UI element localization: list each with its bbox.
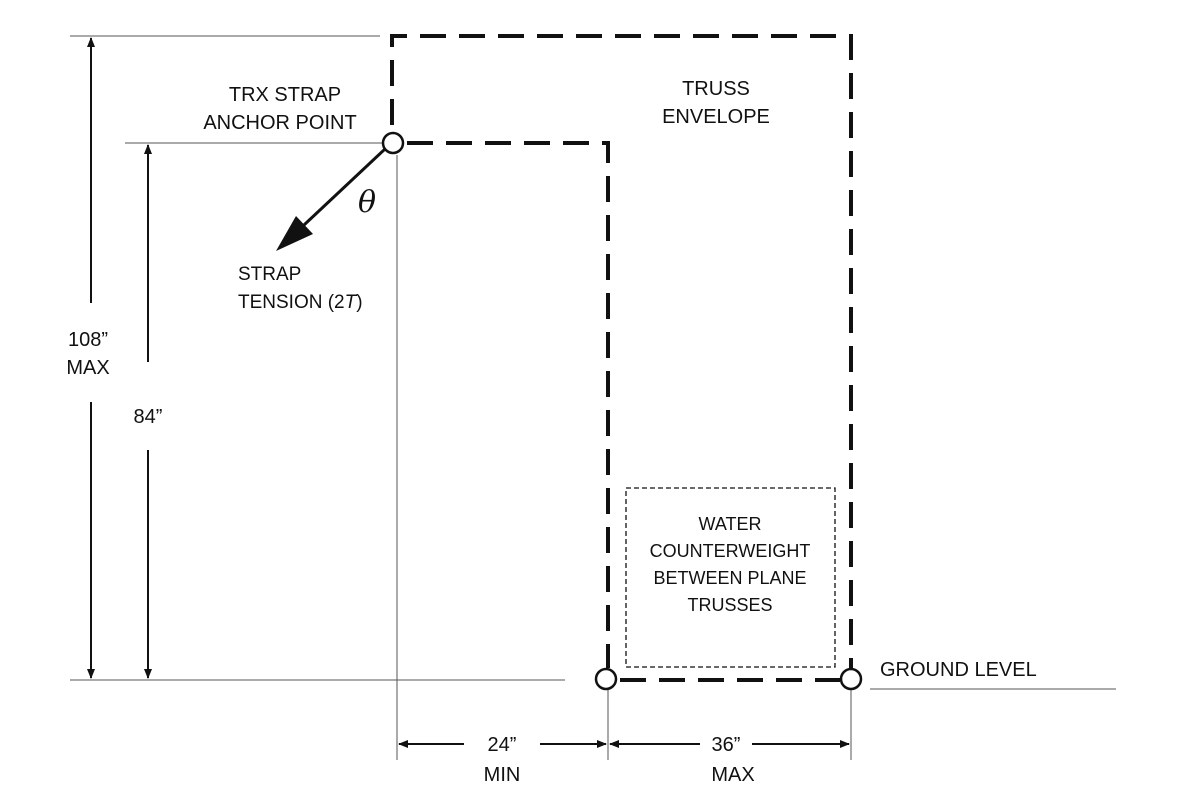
- strap-label-suffix: ): [356, 292, 362, 313]
- anchor-point-node: [381, 131, 405, 155]
- base-max-note: MAX: [711, 764, 754, 786]
- strap-label-line2: TENSION (2T): [238, 292, 363, 313]
- truss-envelope-anchor-arm: [407, 141, 610, 668]
- anchor-label-line2: ANCHOR POINT: [203, 112, 356, 134]
- truss-outer-ground-node: [839, 667, 863, 691]
- height-max-note: MAX: [66, 357, 109, 379]
- reference-lines: [70, 35, 1116, 760]
- water-counterweight-box: [625, 487, 836, 668]
- anchor-label-line1: TRX STRAP: [229, 84, 341, 106]
- offset-min-note: MIN: [484, 764, 521, 786]
- truss-label-line2: ENVELOPE: [662, 106, 770, 128]
- strap-label-variable: T: [345, 292, 358, 313]
- strap-tension-shaft: [302, 147, 387, 227]
- strap-tension-arrow: [276, 147, 387, 251]
- truss-envelope-outline: [390, 34, 853, 670]
- offset-min-value: 24”: [488, 734, 517, 756]
- base-max-value: 36”: [712, 734, 741, 756]
- truss-envelope: [390, 34, 853, 682]
- water-label-line1: WATER: [699, 514, 762, 534]
- ground-level-label: GROUND LEVEL: [880, 659, 1037, 681]
- theta-label: θ: [358, 185, 376, 220]
- water-label-line2: COUNTERWEIGHT: [650, 541, 811, 561]
- strap-tension-arrowhead: [276, 216, 313, 251]
- water-label-line4: TRUSSES: [687, 595, 772, 615]
- strap-label-prefix: TENSION (2: [238, 292, 345, 313]
- dimension-arrows: [87, 37, 850, 748]
- height-anchor-value: 84”: [134, 406, 163, 428]
- nodes: [381, 131, 863, 691]
- truss-inner-ground-node: [594, 667, 618, 691]
- strap-label-line1: STRAP: [238, 264, 301, 285]
- water-label-line3: BETWEEN PLANE: [653, 568, 806, 588]
- truss-label-line1: TRUSS: [682, 78, 750, 100]
- height-max-value: 108”: [68, 329, 108, 351]
